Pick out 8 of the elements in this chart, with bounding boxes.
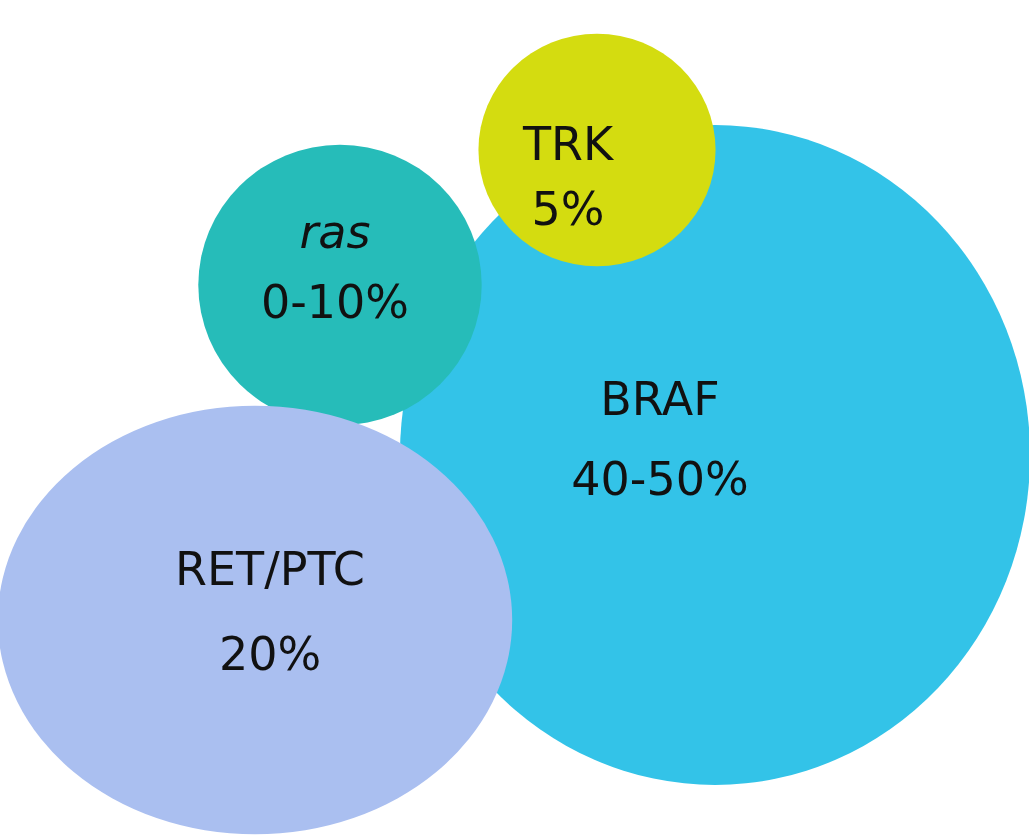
- category-label: BRAF: [600, 372, 720, 426]
- data-label: 20%: [218, 627, 322, 681]
- category-label: ras: [299, 205, 371, 259]
- category-label: TRK: [521, 117, 615, 171]
- data-label: 5%: [531, 182, 605, 236]
- data-label: 0-10%: [260, 275, 410, 329]
- data-label: 40-50%: [571, 452, 749, 506]
- category-label: RET/PTC: [175, 542, 365, 596]
